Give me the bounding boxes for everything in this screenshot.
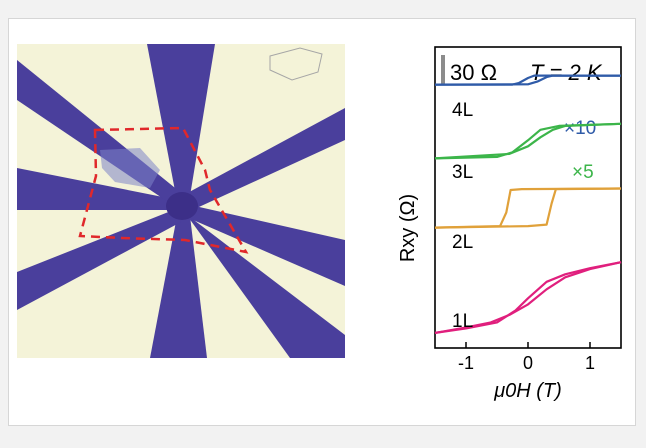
flake-residue xyxy=(100,148,160,188)
electrode-bottom-right xyxy=(186,214,345,358)
series-label-3L: 3L xyxy=(452,162,473,183)
series-label-2L: 2L xyxy=(452,232,473,253)
electrode-top xyxy=(147,44,215,196)
series-multiplier-3L: ×5 xyxy=(572,162,594,183)
electrode-right xyxy=(184,204,345,286)
series-line-4L-down xyxy=(434,74,621,86)
electrode-left xyxy=(17,168,178,210)
series-layer: 4L ×10 3L ×5 2L 1L xyxy=(434,74,622,334)
plot-area xyxy=(434,46,622,349)
electrode-bottom-left xyxy=(17,209,181,310)
electrode-top-right xyxy=(180,108,345,212)
x-tick-label: 1 xyxy=(585,353,595,373)
device-micrograph xyxy=(17,44,345,358)
series-label-1L: 1L xyxy=(452,311,473,332)
series-line-2L-up xyxy=(434,187,622,229)
temperature-label: T = 2 K xyxy=(530,60,603,85)
series-label-4L: 4L xyxy=(452,100,473,121)
x-tick-label: -1 xyxy=(458,353,474,373)
series-2L: 2L xyxy=(434,187,622,253)
x-tick-label: 0 xyxy=(523,353,533,373)
device-center xyxy=(166,192,198,220)
x-ticks: -1 0 1 xyxy=(458,342,595,373)
flake-residue-2 xyxy=(269,47,323,81)
electrode-bottom xyxy=(150,216,207,358)
series-line-2L-down xyxy=(434,187,622,229)
series-line-1L-down xyxy=(434,261,622,334)
series-1L: 1L xyxy=(434,261,622,334)
x-axis-label: μ0H (T) xyxy=(493,380,562,402)
electrodes xyxy=(17,44,345,358)
series-3L: 3L ×5 xyxy=(434,122,622,183)
series-4L: 4L ×10 xyxy=(434,74,621,139)
hall-chart: 30 Ω T = 2 K Rxy (Ω) μ0H (T) -1 0 1 4L×103… xyxy=(397,46,622,402)
flake-outline xyxy=(78,126,249,254)
series-line-3L-up xyxy=(434,122,622,160)
y-axis-label: Rxy (Ω) xyxy=(397,194,419,262)
series-multiplier-4L: ×10 xyxy=(564,118,596,139)
scale-label: 30 Ω xyxy=(450,60,497,85)
series-line-3L-down xyxy=(434,122,622,160)
